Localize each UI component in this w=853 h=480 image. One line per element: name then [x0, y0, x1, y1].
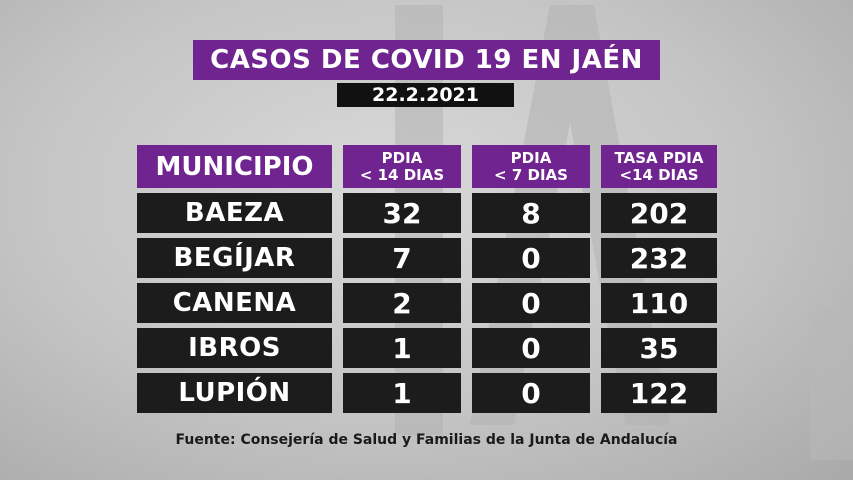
row-municipio-cell: BEGÍJAR: [137, 238, 332, 278]
header-line: <14 DIAS: [619, 165, 699, 184]
row-tasa-cell: 202: [601, 193, 717, 233]
row-pdia14-cell: 1: [343, 328, 461, 368]
date-label: 22.2.2021: [337, 83, 514, 107]
header-tasa-pdia: TASA PDIA <14 DIAS: [601, 145, 717, 188]
page-title: CASOS DE COVID 19 EN JAÉN: [193, 40, 660, 80]
header-line: PDIA: [510, 148, 552, 167]
row-municipio-cell: BAEZA: [137, 193, 332, 233]
row-pdia7-cell: 8: [472, 193, 590, 233]
row-tasa-cell: 110: [601, 283, 717, 323]
row-municipio-cell: CANENA: [137, 283, 332, 323]
row-tasa-cell: 232: [601, 238, 717, 278]
row-pdia7-cell: 0: [472, 283, 590, 323]
row-pdia14-cell: 1: [343, 373, 461, 413]
header-line: PDIA: [381, 148, 423, 167]
row-municipio-cell: IBROS: [137, 328, 332, 368]
row-pdia14-cell: 32: [343, 193, 461, 233]
header-line: < 14 DIAS: [359, 165, 445, 184]
source-caption: Fuente: Consejería de Salud y Familias d…: [175, 432, 678, 448]
row-pdia7-cell: 0: [472, 238, 590, 278]
row-tasa-cell: 35: [601, 328, 717, 368]
header-pdia-7-dias: PDIA < 7 DIAS: [472, 145, 590, 188]
row-pdia14-cell: 7: [343, 238, 461, 278]
header-municipio: MUNICIPIO: [137, 145, 332, 188]
row-pdia7-cell: 0: [472, 373, 590, 413]
row-pdia7-cell: 0: [472, 328, 590, 368]
background-shape: [810, 310, 853, 460]
row-tasa-cell: 122: [601, 373, 717, 413]
row-municipio-cell: LUPIÓN: [137, 373, 332, 413]
header-pdia-14-dias: PDIA < 14 DIAS: [343, 145, 461, 188]
header-line: < 7 DIAS: [494, 165, 568, 184]
row-pdia14-cell: 2: [343, 283, 461, 323]
header-line: TASA PDIA: [614, 148, 704, 167]
